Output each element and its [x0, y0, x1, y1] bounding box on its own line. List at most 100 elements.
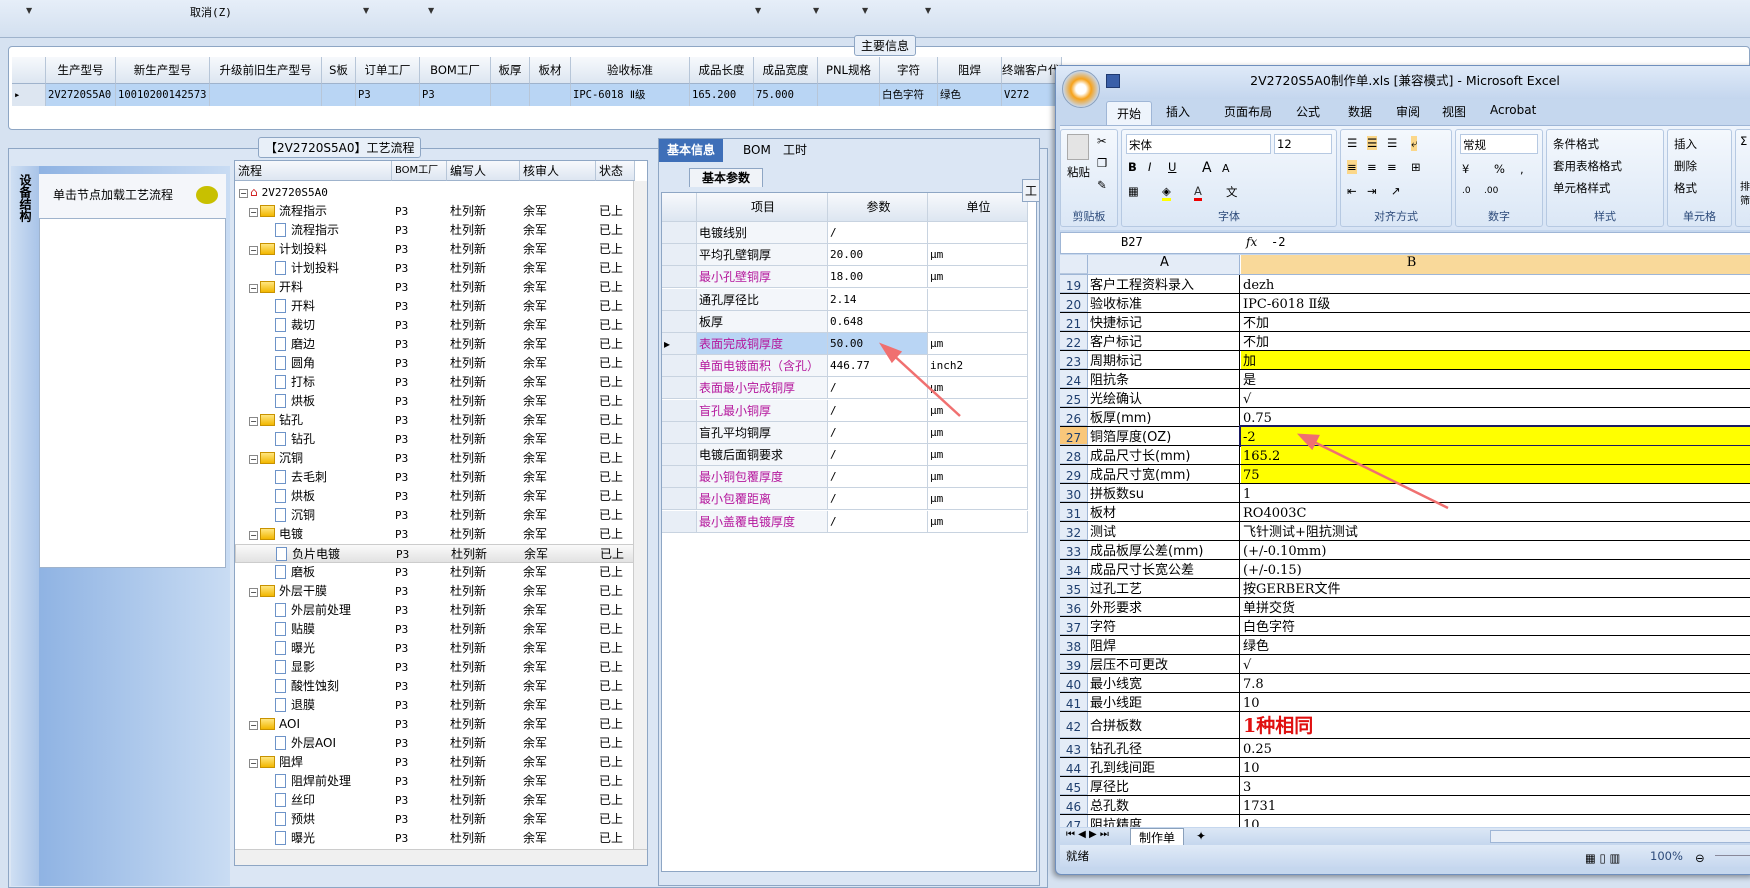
params-grid[interactable]: 项目 参数 单位 电镀线别 / 平均孔壁铜厚 20.00 μm 最小孔壁铜厚 18.00 μm 通孔厚…: [661, 192, 1037, 872]
cell-a[interactable]: 最小线距: [1088, 693, 1240, 711]
param-unit[interactable]: μm: [928, 466, 1028, 489]
copy-icon[interactable]: ❐: [1097, 156, 1108, 170]
row-number[interactable]: 44: [1060, 758, 1088, 776]
param-value[interactable]: 0.648: [828, 310, 928, 333]
cell-a[interactable]: 阻抗精度: [1088, 815, 1240, 827]
row-number[interactable]: 45: [1060, 777, 1088, 795]
tree-horizontal-scrollbar[interactable]: [235, 849, 647, 865]
row-indicator[interactable]: [662, 444, 697, 466]
cell-a[interactable]: 成品尺寸宽(mm): [1088, 465, 1240, 483]
tree-node[interactable]: 贴膜: [275, 620, 392, 639]
wrap-text-icon[interactable]: ⤶: [1411, 136, 1418, 151]
row-number[interactable]: 37: [1060, 617, 1088, 635]
cell-a[interactable]: 合拼板数: [1088, 712, 1240, 738]
cell-b[interactable]: √: [1243, 658, 1252, 673]
underline-icon[interactable]: U: [1168, 160, 1177, 174]
ribbon-tab[interactable]: 插入: [1166, 105, 1191, 119]
col-header-writer[interactable]: 编写人: [447, 161, 520, 181]
param-value[interactable]: 2.14: [828, 288, 928, 311]
tree-row[interactable]: − ⌂ 2V2720S5A0: [235, 183, 635, 202]
collapse-icon[interactable]: −: [249, 284, 258, 293]
tree-row[interactable]: 打标 P3 杜列新 余军 已上: [235, 373, 635, 392]
grid-cell[interactable]: [818, 84, 880, 106]
cell-b[interactable]: 165.2: [1241, 446, 1750, 464]
row-indicator[interactable]: [662, 399, 697, 422]
cell-b[interactable]: 不加: [1243, 335, 1270, 350]
cut-icon[interactable]: ✂: [1097, 134, 1107, 148]
row-number[interactable]: 31: [1060, 503, 1088, 521]
name-box[interactable]: B27: [1121, 235, 1143, 249]
param-unit[interactable]: μm: [928, 377, 1028, 400]
percent-icon[interactable]: %: [1494, 162, 1505, 176]
column-header[interactable]: 订单工厂: [356, 57, 420, 84]
row-number[interactable]: 46: [1060, 796, 1088, 814]
cell-a[interactable]: 成品板厚公差(mm): [1088, 541, 1240, 559]
grid-cell[interactable]: 75.000: [754, 84, 818, 106]
select-all-corner[interactable]: [1060, 255, 1088, 274]
sheet-nav-icon[interactable]: ⏮ ◀ ▶ ⏭: [1066, 829, 1109, 840]
row-number[interactable]: 29: [1060, 465, 1088, 483]
row-number[interactable]: 28: [1060, 446, 1088, 464]
grid-cell[interactable]: [491, 84, 530, 106]
cell-b[interactable]: √: [1243, 392, 1252, 407]
row-number[interactable]: 23: [1060, 351, 1088, 369]
tree-row[interactable]: 钻孔 P3 杜列新 余军 已上: [235, 430, 635, 449]
tab-bom[interactable]: BOM: [743, 143, 771, 157]
row-number[interactable]: 39: [1060, 655, 1088, 673]
tree-row[interactable]: 裁切 P3 杜列新 余军 已上: [235, 316, 635, 335]
side-tab-equipment[interactable]: 设备结构: [11, 166, 39, 886]
tree-row[interactable]: 酸性蚀刻 P3 杜列新 余军 已上: [235, 677, 635, 696]
cell-a[interactable]: 成品尺寸长(mm): [1088, 446, 1240, 464]
row-number[interactable]: 19: [1060, 275, 1088, 293]
format-painter-icon[interactable]: ✎: [1097, 178, 1107, 192]
param-unit[interactable]: μm: [928, 266, 1028, 289]
dropdown-arrow-icon[interactable]: ▼: [813, 6, 820, 15]
tree-row[interactable]: 烘板 P3 杜列新 余军 已上: [235, 392, 635, 411]
zoom-out-icon[interactable]: ⊖: [1695, 851, 1705, 865]
param-unit[interactable]: [928, 222, 1028, 244]
cell-b[interactable]: RO4003C: [1243, 506, 1307, 521]
row-indicator[interactable]: [662, 244, 697, 267]
cell-b[interactable]: 是: [1243, 373, 1257, 388]
conditional-format-button[interactable]: 条件格式: [1553, 137, 1599, 151]
cell-a[interactable]: 外形要求: [1088, 598, 1240, 616]
align-right-icon[interactable]: ≡: [1387, 160, 1397, 174]
tree-row[interactable]: − 阻焊 P3 杜列新 余军 已上: [235, 753, 635, 772]
font-color-icon[interactable]: A: [1194, 184, 1202, 201]
sort-filter-button[interactable]: 排序和: [1740, 182, 1750, 193]
column-header[interactable]: 单位: [928, 193, 1028, 222]
align-center-icon[interactable]: ≡: [1367, 160, 1377, 174]
cell-a[interactable]: 板材: [1088, 503, 1240, 521]
cell-b[interactable]: 1: [1243, 487, 1252, 502]
cell-b[interactable]: 10: [1243, 761, 1260, 776]
row-number[interactable]: 24: [1060, 370, 1088, 388]
tree-node[interactable]: − ⌂ 2V2720S5A0: [239, 183, 379, 202]
cell-a[interactable]: 字符: [1088, 617, 1240, 635]
row-number[interactable]: 22: [1060, 332, 1088, 350]
tree-row[interactable]: 丝印 P3 杜列新 余军 已上: [235, 791, 635, 810]
cell-a[interactable]: 周期标记: [1088, 351, 1240, 369]
tree-row[interactable]: 圆角 P3 杜列新 余军 已上: [235, 354, 635, 373]
collapse-icon[interactable]: −: [249, 246, 258, 255]
tree-row[interactable]: − 流程指示 P3 杜列新 余军 已上: [235, 202, 635, 221]
dropdown-arrow-icon[interactable]: ▼: [363, 6, 370, 15]
tree-row[interactable]: 烘板 P3 杜列新 余军 已上: [235, 487, 635, 506]
tree-node[interactable]: 曝光: [275, 829, 392, 848]
tree-node[interactable]: − 钻孔: [249, 411, 389, 430]
sheet-tab-worksheet[interactable]: 制作单: [1130, 828, 1185, 847]
collapse-icon[interactable]: −: [249, 455, 258, 464]
decrease-indent-icon[interactable]: ⇤: [1347, 184, 1357, 198]
tree-node[interactable]: 丝印: [275, 791, 392, 810]
tree-node[interactable]: 去毛刺: [275, 468, 392, 487]
column-header-b[interactable]: B: [1241, 255, 1750, 274]
tree-row[interactable]: 计划投料 P3 杜列新 余军 已上: [235, 259, 635, 278]
column-header-a[interactable]: A: [1088, 255, 1240, 274]
tree-node[interactable]: 预烘: [275, 810, 392, 829]
shrink-font-icon[interactable]: A: [1222, 162, 1230, 175]
tree-node[interactable]: − 阻焊: [249, 753, 389, 772]
cell-b[interactable]: 按GERBER文件: [1243, 582, 1341, 597]
cell-b[interactable]: dezh: [1243, 278, 1275, 293]
italic-icon[interactable]: I: [1148, 160, 1152, 174]
zoom-slider[interactable]: [1715, 855, 1750, 856]
office-button-icon[interactable]: [1062, 70, 1100, 108]
